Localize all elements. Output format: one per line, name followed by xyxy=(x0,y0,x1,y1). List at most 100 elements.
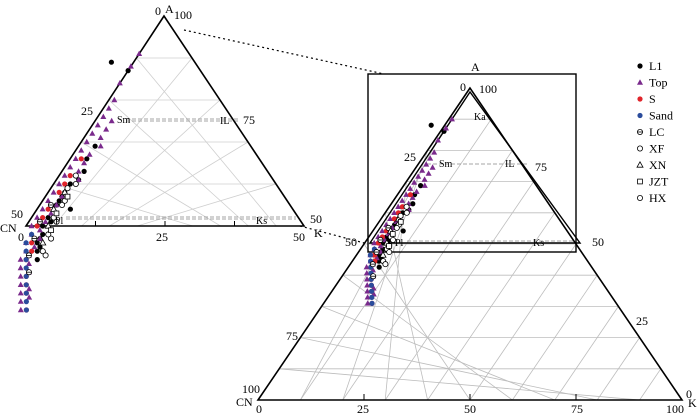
point-L1 xyxy=(637,63,643,69)
point-L1 xyxy=(418,183,424,189)
point-S xyxy=(62,181,68,187)
point-LC xyxy=(369,261,376,268)
point-Top xyxy=(411,179,418,185)
point-Top xyxy=(427,155,434,161)
inset-label-sm: Sm xyxy=(439,159,453,170)
point-S xyxy=(78,156,84,162)
point-HX xyxy=(59,201,66,208)
large-right-tick-0: 0 xyxy=(686,387,692,401)
point-Top xyxy=(75,168,82,174)
point-Top xyxy=(421,176,428,182)
point-S xyxy=(29,240,35,246)
point-L1 xyxy=(376,264,382,270)
point-S xyxy=(34,223,40,229)
point-Sand xyxy=(637,112,643,119)
point-S xyxy=(56,189,62,195)
point-Top xyxy=(449,115,455,122)
legend-label-HX: HX xyxy=(649,191,667,205)
point-L1 xyxy=(40,223,46,229)
point-S xyxy=(67,173,73,179)
triangle-frames xyxy=(24,14,684,401)
zoom-connector-top xyxy=(183,29,385,75)
legend-label-JZT: JZT xyxy=(649,175,669,189)
legend: L1 Top S Sand LC XF XN JZT HX xyxy=(636,59,673,205)
point-Top xyxy=(407,185,414,191)
small-apex-tick-left: 0 xyxy=(155,4,161,18)
small-bottom-tick-25: 25 xyxy=(156,230,168,244)
point-Top xyxy=(377,242,384,249)
point-L1 xyxy=(56,198,62,204)
point-Top xyxy=(364,282,371,288)
point-Top xyxy=(17,290,24,296)
point-Top xyxy=(425,170,432,176)
point-XF xyxy=(39,248,46,255)
point-L1 xyxy=(34,240,40,246)
large-bottom-tick-25: 25 xyxy=(357,402,369,414)
small-bottom-tick-0: 0 xyxy=(18,230,24,244)
point-L1 xyxy=(34,248,40,254)
point-Top xyxy=(17,281,24,287)
grid-line xyxy=(321,306,555,401)
point-S xyxy=(45,206,51,212)
inset-apex-tick-left: 0 xyxy=(460,80,466,94)
point-Top xyxy=(429,164,436,170)
point-Sand xyxy=(368,282,374,288)
point-Top xyxy=(78,147,85,153)
small-right-tick-75: 75 xyxy=(243,113,255,127)
point-L1 xyxy=(37,244,43,250)
point-L1 xyxy=(108,59,114,65)
point-JZT xyxy=(397,219,404,225)
point-Sand xyxy=(23,282,29,288)
point-S xyxy=(29,248,35,254)
point-LC xyxy=(47,201,54,208)
point-Top xyxy=(364,294,371,300)
legend-label-XF: XF xyxy=(649,142,665,156)
point-Top xyxy=(67,164,74,170)
point-XF xyxy=(637,145,644,152)
grid-line xyxy=(137,183,277,227)
point-L1 xyxy=(410,201,416,207)
point-Top xyxy=(431,149,438,155)
inset-right-tick-75: 75 xyxy=(535,160,547,174)
point-HX xyxy=(53,218,60,225)
point-Top xyxy=(435,137,441,143)
point-Top xyxy=(97,134,104,140)
point-Top xyxy=(364,276,370,282)
small-label-ks: Ks xyxy=(256,216,267,227)
point-Top xyxy=(17,298,24,304)
inset-left-tick-25: 25 xyxy=(404,150,416,164)
point-Sand xyxy=(23,257,29,263)
legend-label-S: S xyxy=(649,92,656,106)
point-HX xyxy=(389,236,396,243)
point-Top xyxy=(387,215,394,222)
large-bottom-tick-50: 50 xyxy=(464,402,476,414)
point-Sand xyxy=(369,288,375,294)
point-Top xyxy=(17,256,24,262)
inset-label-ka: Ka xyxy=(474,112,486,123)
point-XN xyxy=(61,188,69,196)
point-LC xyxy=(25,269,32,276)
point-Top xyxy=(363,263,370,270)
point-Top xyxy=(17,306,24,313)
point-S xyxy=(637,96,643,102)
point-Top xyxy=(36,235,43,241)
small-left-vertex-label: CN xyxy=(0,221,17,235)
inset-right-tick-50: 50 xyxy=(592,235,604,249)
point-LC xyxy=(377,236,384,243)
point-Top xyxy=(97,143,104,149)
point-L1 xyxy=(400,228,406,234)
point-Top xyxy=(105,105,112,111)
point-L1 xyxy=(40,231,46,237)
point-Top xyxy=(31,243,38,250)
point-S xyxy=(40,215,46,221)
point-LC xyxy=(25,252,32,259)
point-Sand xyxy=(23,248,29,254)
small-right-tick-50: 50 xyxy=(310,212,322,226)
point-L1 xyxy=(45,215,51,221)
point-Top xyxy=(47,210,54,216)
point-Sand xyxy=(367,252,373,258)
point-Top xyxy=(26,294,33,300)
point-Top xyxy=(59,193,65,199)
point-Top xyxy=(421,182,428,188)
point-L1 xyxy=(67,206,73,212)
